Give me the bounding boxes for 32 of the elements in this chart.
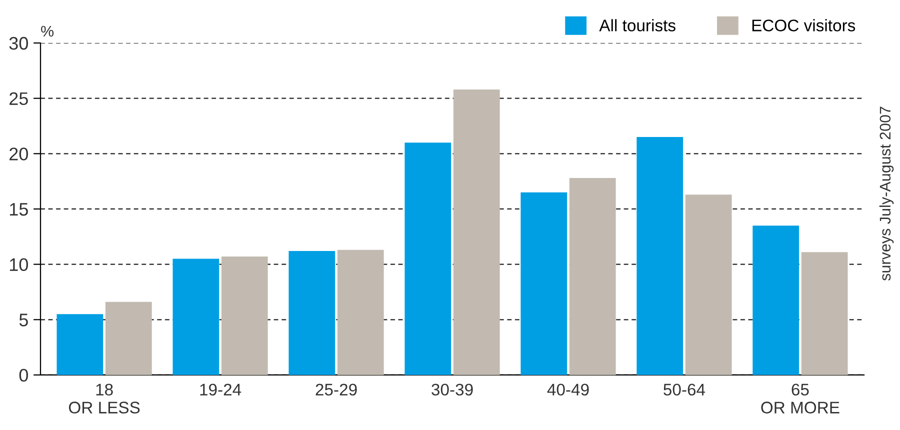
bar — [569, 178, 616, 375]
x-tick-label: 25-29 — [316, 384, 357, 396]
x-tick-label: 19-24 — [200, 384, 242, 396]
bar — [172, 258, 220, 375]
x-tick-label: 18 OR LESS — [68, 384, 140, 414]
bar — [636, 137, 684, 375]
y-axis-title: % — [41, 26, 54, 37]
y-tick-label: 20 — [10, 148, 28, 160]
legend-label: ECOC visitors — [752, 19, 856, 32]
x-tick-label: 50-64 — [664, 384, 706, 396]
bar — [404, 142, 452, 375]
bar — [520, 192, 568, 375]
y-tick-label: 30 — [9, 36, 28, 50]
bar — [453, 89, 500, 375]
bar — [337, 250, 384, 375]
legend-label: All tourists — [599, 19, 676, 32]
y-tick-label: 0 — [19, 368, 28, 382]
text: surveys July-August 2007 — [879, 106, 894, 281]
y-tick-label: 15 — [10, 203, 28, 216]
y-tick-label: 10 — [10, 258, 28, 272]
x-tick-label: 30-39 — [432, 384, 473, 396]
x-tick-label: 40-49 — [547, 384, 589, 396]
bar — [752, 226, 800, 375]
bar — [56, 314, 104, 375]
bar — [685, 194, 732, 375]
bar — [221, 256, 268, 375]
y-tick-label: 25 — [10, 92, 28, 106]
x-tick-label: 65 OR MORE — [761, 384, 840, 414]
bar — [105, 302, 152, 375]
bar — [288, 251, 336, 375]
y-tick-label: 5 — [19, 314, 28, 326]
bar — [801, 252, 848, 375]
